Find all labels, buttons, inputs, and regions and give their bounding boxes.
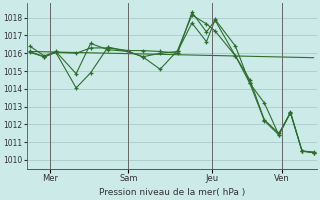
X-axis label: Pression niveau de la mer( hPa ): Pression niveau de la mer( hPa ) xyxy=(99,188,245,197)
